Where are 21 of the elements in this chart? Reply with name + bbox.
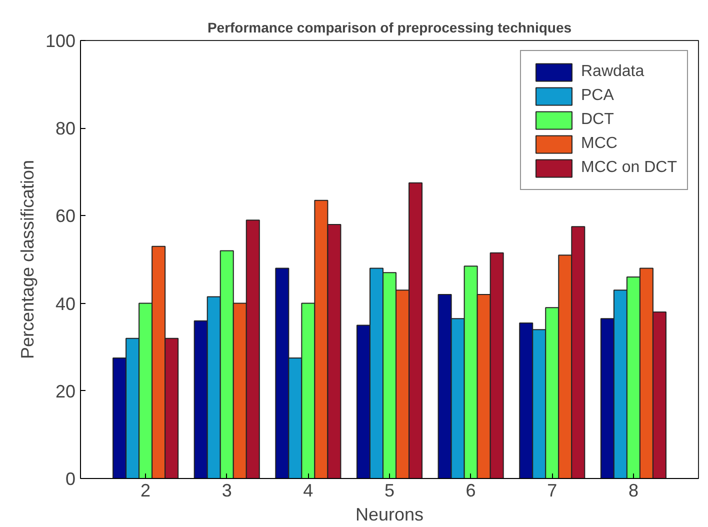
y-axis-title: Percentage classification (17, 160, 38, 360)
x-tick-label: 2 (140, 480, 151, 500)
y-tick-label: 60 (55, 206, 76, 226)
x-tick-label: 6 (466, 480, 476, 500)
legend-label: MCC (580, 135, 618, 153)
y-tick-label: 100 (45, 31, 76, 51)
y-tick-label: 20 (55, 381, 76, 402)
legend-label: Rawdata (580, 63, 644, 81)
legend-label: MCC on DCT (580, 159, 677, 177)
x-axis-title: Neurons (355, 504, 424, 524)
chart-title: Performance comparison of preprocessing techniques (207, 20, 572, 36)
x-tick-label: 7 (547, 480, 558, 500)
x-tick-label: 3 (222, 480, 232, 500)
y-tick-label: 40 (55, 294, 76, 314)
x-tick-label: 5 (384, 480, 395, 500)
x-tick-label: 8 (628, 480, 638, 500)
legend-label: PCA (580, 87, 614, 105)
x-tick-label: 4 (303, 480, 314, 500)
y-tick-label: 0 (65, 469, 76, 489)
y-tick-label: 80 (55, 118, 76, 139)
legend-label: DCT (580, 111, 614, 129)
